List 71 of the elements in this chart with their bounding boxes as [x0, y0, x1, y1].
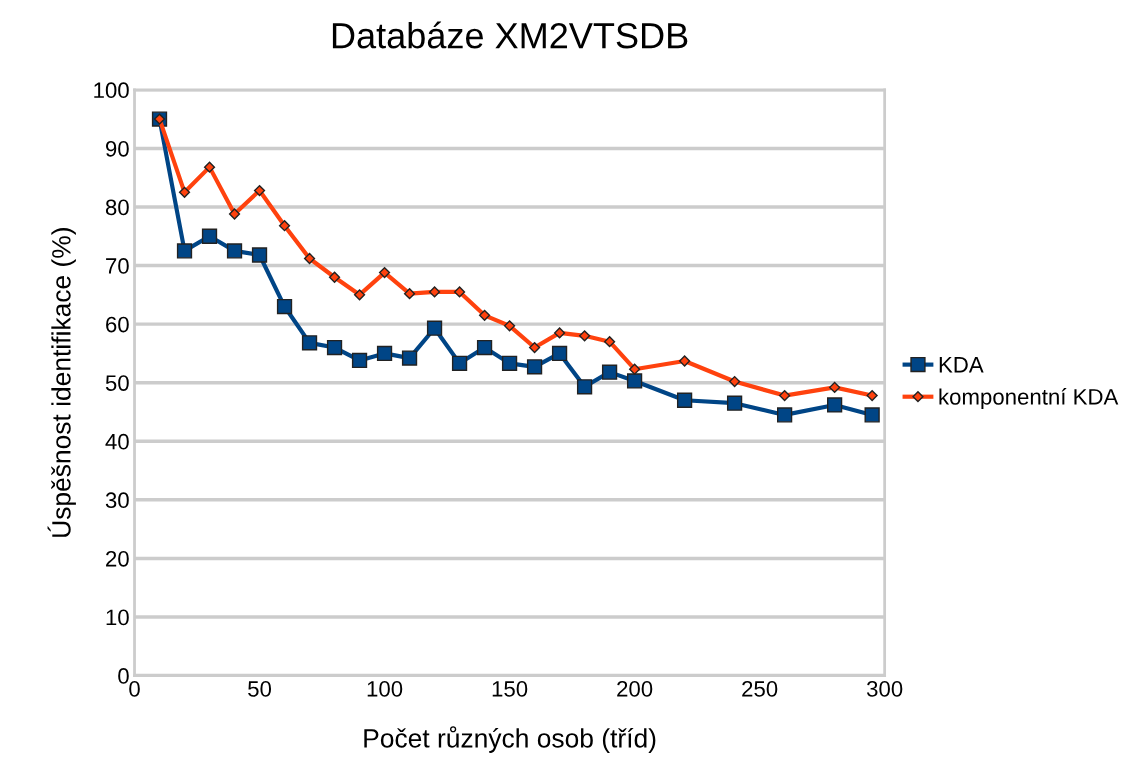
point [503, 320, 516, 332]
y-tick-label: 20 [106, 550, 129, 567]
point [826, 397, 843, 413]
point [328, 271, 341, 283]
point [401, 350, 418, 366]
point [626, 373, 643, 389]
y-tick-label: 10 [106, 609, 129, 626]
point [253, 184, 266, 197]
point [326, 339, 343, 356]
y-tick-label: 40 [105, 433, 129, 450]
x-tick-label: 200 [617, 681, 653, 697]
point [278, 220, 291, 232]
x-tick-label: 300 [866, 681, 903, 697]
point [451, 355, 468, 371]
point [866, 389, 878, 402]
point [779, 389, 791, 402]
y-tick-label: 80 [105, 199, 129, 216]
point [428, 286, 441, 298]
legend-label: KDA [939, 357, 984, 373]
point [501, 355, 518, 371]
point [201, 228, 218, 244]
point [453, 286, 466, 298]
point [376, 345, 393, 362]
point [528, 341, 541, 354]
point [676, 392, 693, 408]
y-tick-label: 60 [106, 316, 129, 333]
chart-title: Databáze XM2VTSDB [332, 21, 688, 49]
point [628, 363, 641, 375]
point [578, 330, 591, 342]
y-tick-label: 50 [105, 375, 129, 391]
legend-label: komponentní KDA [939, 388, 1119, 410]
point [726, 395, 743, 411]
x-tick-label: 0 [129, 681, 140, 697]
point [303, 252, 316, 265]
point [203, 161, 216, 173]
y-axis-title: Úspěšnost identifikace (%) [47, 228, 76, 537]
point [228, 208, 241, 220]
point [603, 336, 616, 348]
point [776, 407, 793, 423]
point [301, 335, 318, 351]
y-tick-label: 0 [118, 668, 129, 684]
point [353, 289, 366, 301]
point [829, 381, 841, 393]
x-tick-label: 100 [367, 681, 403, 697]
point [478, 309, 491, 321]
point [553, 327, 566, 339]
point [526, 359, 543, 375]
point [226, 243, 243, 259]
y-tick-label: 100 [94, 82, 129, 99]
point [426, 320, 443, 336]
point [276, 298, 293, 315]
point [403, 288, 416, 300]
x-tick-label: 250 [742, 681, 778, 697]
point [176, 243, 193, 259]
point [551, 345, 568, 362]
point [576, 379, 593, 395]
y-tick-label: 90 [105, 140, 129, 157]
point [378, 266, 391, 279]
point [351, 352, 368, 369]
point [864, 407, 880, 423]
y-tick-label: 70 [106, 258, 129, 274]
x-axis-title: Počet různých osob (tříd) [364, 726, 656, 753]
point [251, 247, 268, 263]
point [679, 355, 691, 367]
point [476, 339, 493, 356]
point [601, 364, 618, 380]
x-tick-label: 150 [492, 681, 528, 697]
y-tick-label: 30 [105, 492, 129, 509]
point [178, 186, 191, 198]
x-tick-label: 50 [248, 681, 272, 697]
point [729, 375, 741, 388]
